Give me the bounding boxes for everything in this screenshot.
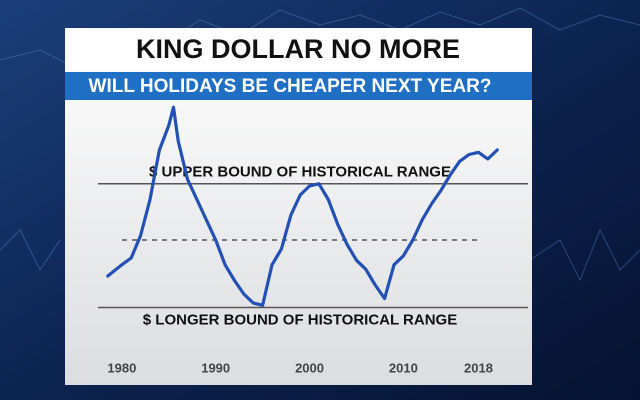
chart-subtitle: WILL HOLIDAYS BE CHEAPER NEXT YEAR?	[89, 76, 492, 97]
data-line	[106, 105, 499, 307]
x-tick-label: 2000	[295, 360, 324, 375]
reference-label: $ LONGER BOUND OF HISTORICAL RANGE	[143, 311, 457, 328]
x-tick-label: 2018	[464, 360, 493, 375]
title-box	[65, 30, 532, 70]
subtitle-banner	[65, 72, 532, 100]
reference-label: $ UPPER BOUND OF HISTORICAL RANGE	[149, 164, 451, 181]
x-tick-label: 1980	[107, 360, 136, 375]
chart-title: KING DOLLAR NO MORE	[136, 34, 460, 64]
x-tick-label: 2010	[389, 360, 418, 375]
x-tick-label: 1990	[201, 360, 230, 375]
